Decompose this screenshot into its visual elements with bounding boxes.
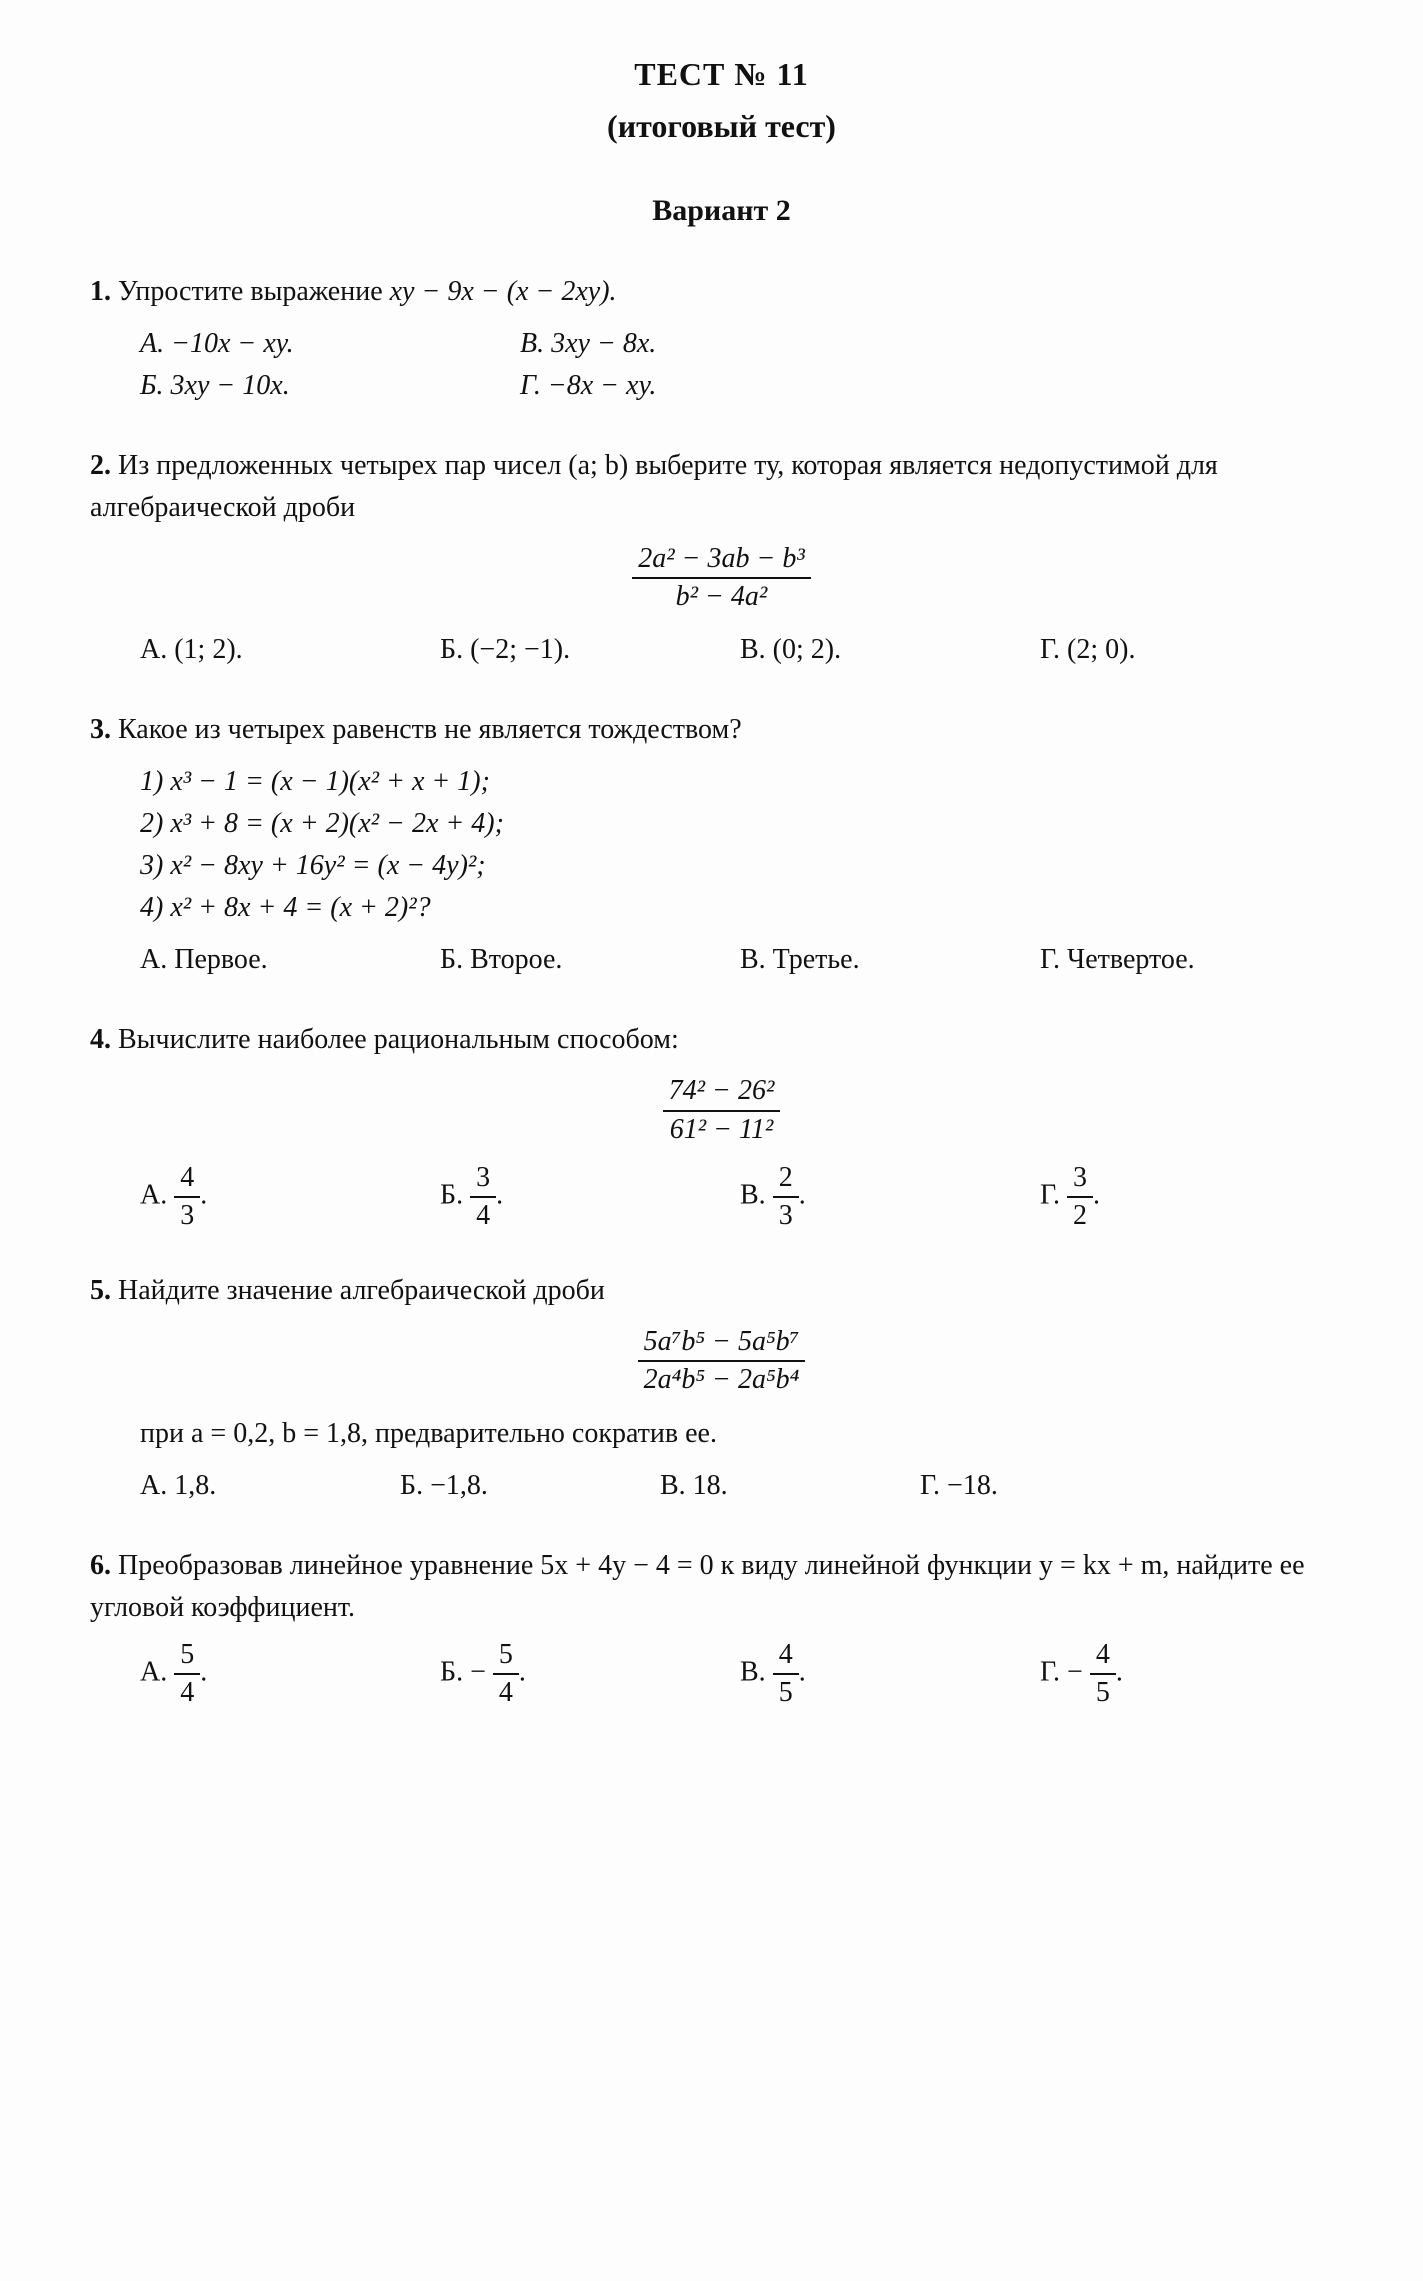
q3-option-g: Г. Четвертое. <box>1040 939 1240 981</box>
q5-option-g: Г. −18. <box>920 1465 1120 1507</box>
q2-option-a: А. (1; 2). <box>140 629 440 671</box>
q4-frac-num: 74² − 26² <box>663 1075 781 1111</box>
q5-option-a: А. 1,8. <box>140 1465 400 1507</box>
q3-option-a: А. Первое. <box>140 939 440 981</box>
q4-option-v: В. 23. <box>740 1162 1040 1232</box>
q4-option-b: Б. 34. <box>440 1162 740 1232</box>
variant-label: Вариант 2 <box>90 188 1353 233</box>
q6-option-g: Г. − 45. <box>1040 1639 1240 1709</box>
q2-option-b: Б. (−2; −1). <box>440 629 740 671</box>
page-header: ТЕСТ № 11 (итоговый тест) Вариант 2 <box>90 50 1353 233</box>
q5-condition: при a = 0,2, b = 1,8, предварительно сок… <box>90 1413 1353 1455</box>
q3-option-v: В. Третье. <box>740 939 1040 981</box>
q6-option-a: А. 54. <box>140 1639 440 1709</box>
q4-option-g: Г. 32. <box>1040 1162 1240 1232</box>
q5-fraction: 5a⁷b⁵ − 5a⁵b⁷ 2a⁴b⁵ − 2a⁵b⁴ <box>638 1326 806 1396</box>
q6-text-a: Преобразовав линейное уравнение 5x + 4y … <box>118 1550 1039 1581</box>
q1-option-v: В. 3xy − 8x. <box>520 323 656 365</box>
question-3: 3. Какое из четырех равенств не является… <box>90 709 1353 981</box>
q6-option-b: Б. − 54. <box>440 1639 740 1709</box>
q1-number: 1. <box>90 276 111 307</box>
q3-line-2: 2) x³ + 8 = (x + 2)(x² − 2x + 4); <box>140 803 1353 845</box>
question-6: 6. Преобразовав линейное уравнение 5x + … <box>90 1545 1353 1709</box>
q4-frac-den: 61² − 11² <box>663 1112 781 1146</box>
q3-line-3: 3) x² − 8xy + 16y² = (x − 4y)²; <box>140 845 1353 887</box>
q5-frac-den: 2a⁴b⁵ − 2a⁵b⁴ <box>638 1362 806 1396</box>
q1-text: Упростите выражение <box>118 276 390 307</box>
q5-text: Найдите значение алгебраической дроби <box>118 1275 605 1306</box>
q6-option-v: В. 45. <box>740 1639 1040 1709</box>
q1-option-b: Б. 3xy − 10x. <box>140 365 520 407</box>
q4-fraction: 74² − 26² 61² − 11² <box>663 1075 781 1145</box>
q2-number: 2. <box>90 450 111 481</box>
q4-text: Вычислите наиболее рациональным способом… <box>118 1024 679 1055</box>
q3-option-b: Б. Второе. <box>440 939 740 981</box>
q1-option-g: Г. −8x − xy. <box>520 365 656 407</box>
q1-option-a: А. −10x − xy. <box>140 323 520 365</box>
q2-option-v: В. (0; 2). <box>740 629 1040 671</box>
q1-expression: xy − 9x − (x − 2xy). <box>390 276 617 307</box>
q2-frac-num: 2a² − 3ab − b³ <box>632 543 811 579</box>
q2-frac-den: b² − 4a² <box>632 579 811 613</box>
q3-line-1: 1) x³ − 1 = (x − 1)(x² + x + 1); <box>140 761 1353 803</box>
q5-number: 5. <box>90 1275 111 1306</box>
question-2: 2. Из предложенных четырех пар чисел (a;… <box>90 445 1353 671</box>
question-4: 4. Вычислите наиболее рациональным спосо… <box>90 1019 1353 1232</box>
q2-fraction: 2a² − 3ab − b³ b² − 4a² <box>632 543 811 613</box>
q2-option-g: Г. (2; 0). <box>1040 629 1240 671</box>
q3-text: Какое из четырех равенств не является то… <box>118 714 742 745</box>
question-1: 1. Упростите выражение xy − 9x − (x − 2x… <box>90 271 1353 407</box>
q3-line-4: 4) x² + 8x + 4 = (x + 2)²? <box>140 887 1353 929</box>
q2-text: Из предложенных четырех пар чисел (a; b)… <box>90 450 1218 523</box>
test-subtitle: (итоговый тест) <box>90 102 1353 150</box>
question-5: 5. Найдите значение алгебраической дроби… <box>90 1270 1353 1506</box>
q3-number: 3. <box>90 714 111 745</box>
q5-frac-num: 5a⁷b⁵ − 5a⁵b⁷ <box>638 1326 806 1362</box>
q4-number: 4. <box>90 1024 111 1055</box>
test-number: ТЕСТ № 11 <box>90 50 1353 98</box>
q5-option-v: В. 18. <box>660 1465 920 1507</box>
q6-number: 6. <box>90 1550 111 1581</box>
q4-option-a: А. 43. <box>140 1162 440 1232</box>
q5-option-b: Б. −1,8. <box>400 1465 660 1507</box>
